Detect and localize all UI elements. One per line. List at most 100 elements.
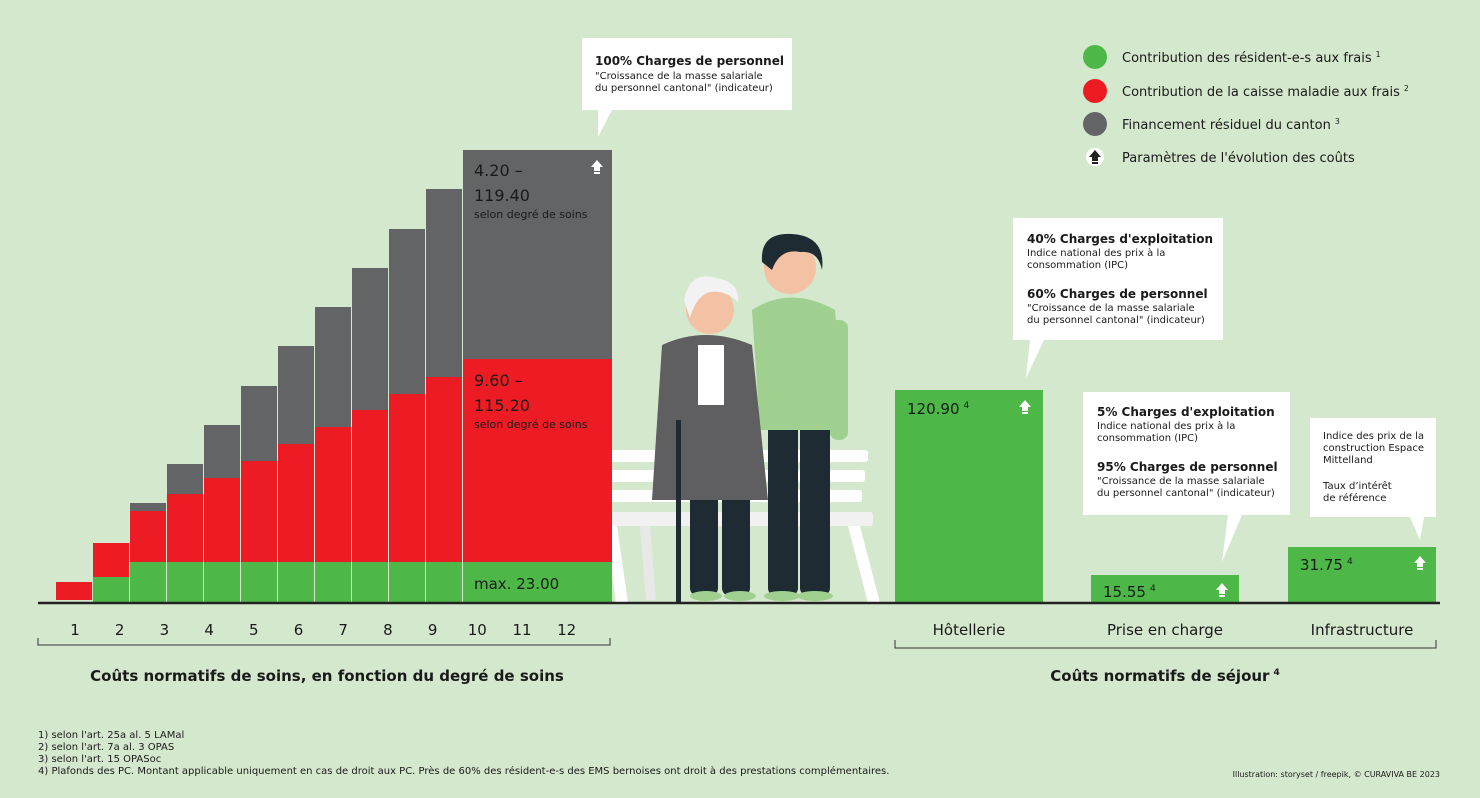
bracket <box>895 640 1436 648</box>
legend-label: Contribution de la caisse maladie aux fr… <box>1122 84 1409 100</box>
callout-title: 95% Charges de personnel <box>1097 460 1278 474</box>
degree-label: 9 <box>428 621 438 639</box>
bar-segment-red <box>352 410 388 562</box>
footnote: 4) Plafonds des PC. Montant applicable u… <box>38 765 889 777</box>
bracket <box>38 638 610 645</box>
legend-label: Contribution des résident-e-s aux frais 1 <box>1122 50 1381 66</box>
bar-segment-red <box>315 427 351 562</box>
degree-label: 7 <box>338 621 348 639</box>
legend-label-text: Paramètres de l'évolution des coûts <box>1122 151 1355 166</box>
bar-segment-green <box>167 562 203 603</box>
note-mark: 3 <box>1335 117 1340 126</box>
category-label: Hôtellerie <box>933 621 1006 639</box>
bar-segment-green <box>278 562 314 603</box>
callout-text: "Croissance de la masse salariale <box>1027 303 1195 314</box>
bar-segment-gray <box>389 229 425 394</box>
callout-title: 60% Charges de personnel <box>1027 287 1208 301</box>
legend-swatch <box>1083 79 1107 103</box>
callout-text: du personnel cantonal" (indicateur) <box>1097 488 1275 499</box>
note-mark: 4 <box>1150 584 1156 594</box>
bar-segment-red <box>204 478 240 562</box>
callout-text: Indice national des prix à la <box>1027 247 1165 259</box>
degree-label: 3 <box>160 621 170 639</box>
bar-segment-red <box>426 377 462 562</box>
callout-text: du personnel cantonal" (indicateur) <box>595 83 773 94</box>
bar-segment-gray <box>278 346 314 444</box>
caption: Coûts normatifs de soins, en fonction du… <box>90 667 564 685</box>
callout-text: "Croissance de la masse salariale <box>1097 476 1265 487</box>
legend-label: Financement résiduel du canton 3 <box>1122 117 1340 133</box>
callout-text: de référence <box>1323 492 1386 504</box>
bar-label: 119.40 <box>474 186 530 205</box>
bar-segment-red <box>56 582 92 600</box>
note-mark: 1 <box>1376 50 1381 59</box>
callout-text: Mittelland <box>1323 455 1373 466</box>
callout-title: 40% Charges d'exploitation <box>1027 232 1213 246</box>
bar-segment-gray <box>315 307 351 427</box>
degree-label: 1 <box>70 621 80 639</box>
degree-label: 8 <box>383 621 393 639</box>
degree-label: 12 <box>557 621 576 639</box>
bar-segment-green <box>204 562 240 603</box>
bar-label: max. 23.00 <box>474 575 559 593</box>
legend-swatch <box>1083 45 1107 69</box>
credit: Illustration: storyset / freepik, © CURA… <box>1233 770 1440 779</box>
bar-segment-red <box>278 444 314 562</box>
bar-segment-green <box>315 562 351 603</box>
callout-title: 100% Charges de personnel <box>595 54 784 68</box>
bar-sublabel: selon degré de soins <box>474 208 588 221</box>
category-label: Infrastructure <box>1311 621 1414 639</box>
stay-bar <box>895 390 1043 603</box>
callout-text: "Croissance de la masse salariale <box>595 71 763 82</box>
note-mark: 4 <box>1273 668 1279 678</box>
bar-label: 4.20 – <box>474 161 523 180</box>
footnote: 3) selon l'art. 15 OPASoc <box>38 754 161 765</box>
caption-text: Coûts normatifs de séjour <box>1050 667 1270 685</box>
note-mark: 4 <box>964 401 970 411</box>
bar-segment-gray <box>130 503 166 511</box>
bar-sublabel: selon degré de soins <box>474 418 588 431</box>
stay-value-text: 31.75 <box>1300 556 1343 574</box>
callout-text: Indice des prix de la <box>1323 431 1424 442</box>
bar-segment-red <box>93 543 129 577</box>
callout-text: Taux d’intérêt <box>1322 480 1392 492</box>
illustration <box>578 234 880 603</box>
bar-segment-red <box>241 461 277 562</box>
page: { "legend": [ {"label": "Contribution de… <box>0 0 1480 798</box>
bar-label: 9.60 – <box>474 371 523 390</box>
legend-label-text: Contribution de la caisse maladie aux fr… <box>1122 85 1400 100</box>
bar-segment-gray <box>352 268 388 410</box>
degree-label: 4 <box>204 621 214 639</box>
footnote: 1) selon l'art. 25a al. 5 LAMal <box>38 730 184 741</box>
bar-segment-gray <box>426 189 462 377</box>
bar-segment-green <box>426 562 462 603</box>
stay-value-text: 15.55 <box>1103 583 1146 601</box>
callout-title: 5% Charges d'exploitation <box>1097 405 1275 419</box>
legend-label-text: Financement résiduel du canton <box>1122 118 1331 133</box>
category-label: Prise en charge <box>1107 621 1223 639</box>
infographic: Contribution des résident-e-s aux frais 1… <box>0 0 1480 798</box>
bar-segment-gray <box>167 464 203 494</box>
degree-label: 2 <box>115 621 125 639</box>
callout-text: consommation (IPC) <box>1097 433 1198 444</box>
bar-segment-red <box>130 511 166 562</box>
degree-label: 11 <box>512 621 531 639</box>
bar-segment-green <box>130 562 166 603</box>
callout-text: Indice national des prix à la <box>1097 420 1235 432</box>
bar-segment-green <box>389 562 425 603</box>
callout-text: construction Espace <box>1323 443 1424 454</box>
legend-label-text: Contribution des résident-e-s aux frais <box>1122 51 1372 66</box>
degree-label: 10 <box>468 621 487 639</box>
bar-segment-green <box>352 562 388 603</box>
bar-segment-green <box>241 562 277 603</box>
callout-text: consommation (IPC) <box>1027 260 1128 271</box>
legend-swatch <box>1083 112 1107 136</box>
bar-segment-red <box>389 394 425 562</box>
note-mark: 2 <box>1404 84 1409 93</box>
footnote: 2) selon l'art. 7a al. 3 OPAS <box>38 742 174 753</box>
bar-segment-red <box>167 494 203 562</box>
bar-segment-green <box>93 577 129 603</box>
callout-text: du personnel cantonal" (indicateur) <box>1027 315 1205 326</box>
degree-label: 5 <box>249 621 259 639</box>
